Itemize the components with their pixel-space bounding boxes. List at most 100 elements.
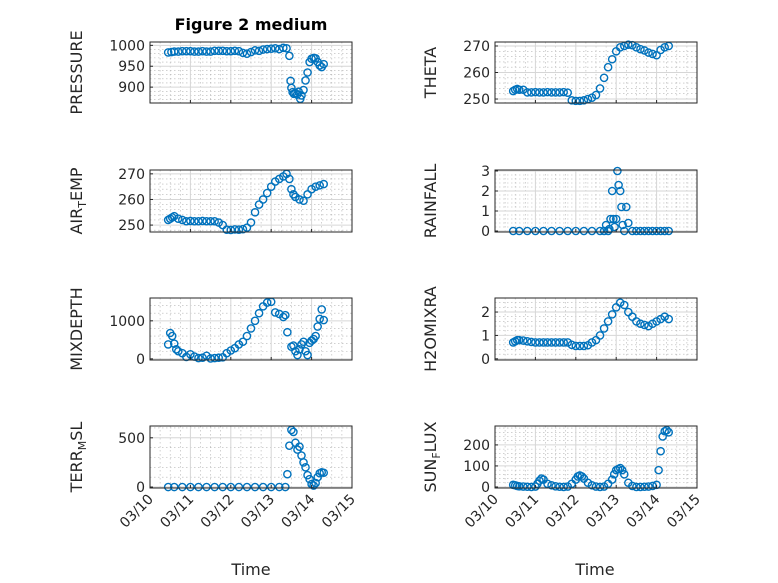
data-point <box>313 322 322 331</box>
data-point <box>628 226 637 236</box>
data-point <box>198 46 207 56</box>
data-point <box>579 226 589 236</box>
data-point <box>319 315 329 325</box>
data-point <box>295 442 304 451</box>
series-markers <box>508 166 674 236</box>
data-point <box>611 214 621 224</box>
data-point <box>640 320 649 330</box>
data-point <box>622 202 631 212</box>
data-point <box>301 76 310 85</box>
data-point <box>254 308 264 318</box>
data-point <box>303 190 312 199</box>
data-point <box>262 44 272 54</box>
x-tick-label: 03/14 <box>624 491 664 531</box>
data-point <box>163 48 173 57</box>
subplot-pressure: 900 950 1000 PRESSURE <box>67 30 353 115</box>
data-point <box>535 476 544 485</box>
data-point <box>595 482 605 492</box>
data-point <box>571 96 581 106</box>
data-point <box>555 226 564 236</box>
data-point <box>226 482 236 492</box>
data-point <box>615 186 625 196</box>
data-point <box>266 182 276 191</box>
data-point <box>539 338 548 347</box>
data-point <box>587 226 597 236</box>
x-axis-label-left: Time <box>230 560 270 579</box>
data-point <box>624 218 633 228</box>
y-axis-label-terr-msl: TERRMSL <box>67 422 89 494</box>
data-point <box>210 216 219 226</box>
data-point <box>660 226 669 236</box>
data-point <box>194 216 203 226</box>
data-point <box>535 88 544 97</box>
data-point <box>640 226 649 236</box>
data-point <box>547 226 556 236</box>
data-point <box>571 226 581 236</box>
data-point <box>315 61 324 70</box>
data-point <box>662 425 672 435</box>
axes-box <box>494 425 698 489</box>
subplot-theta: 250 260 270 THETA <box>421 39 698 108</box>
data-point <box>303 68 312 77</box>
data-point <box>514 85 524 95</box>
data-point <box>640 482 649 492</box>
data-point <box>262 188 272 198</box>
data-point <box>218 46 228 56</box>
data-point <box>644 226 653 236</box>
data-point <box>640 46 649 55</box>
series-markers <box>508 40 674 106</box>
data-point <box>636 44 645 54</box>
data-point <box>186 46 195 56</box>
y-tick-label: 2 <box>481 305 490 321</box>
x-axis-label-right: Time <box>574 560 614 579</box>
data-point <box>547 88 556 97</box>
data-point <box>514 226 524 236</box>
data-point <box>282 43 291 53</box>
series-markers <box>163 169 329 235</box>
y-axis-label-mixdepth: MIXDEPTH <box>67 287 86 370</box>
data-point <box>523 226 532 236</box>
data-point <box>555 482 564 492</box>
data-point <box>571 341 581 351</box>
data-point <box>238 48 248 58</box>
data-point <box>293 350 302 360</box>
data-point <box>654 465 663 475</box>
data-point <box>664 226 674 236</box>
y-tick-label: 3 <box>481 164 490 180</box>
data-point <box>214 353 223 363</box>
data-point <box>614 180 623 190</box>
x-tick-label: 03/12 <box>543 492 583 532</box>
data-point <box>615 463 625 473</box>
data-point <box>234 225 244 234</box>
data-point <box>644 48 653 57</box>
data-point <box>599 73 609 83</box>
axes-box <box>494 169 698 233</box>
data-point <box>599 324 609 333</box>
axes-box <box>494 297 698 361</box>
data-point <box>250 46 260 55</box>
y-tick-label: 0 <box>136 480 145 496</box>
y-axis-label-h2omixra: H2OMIXRA <box>421 286 440 372</box>
y-tick-label: 950 <box>118 59 145 75</box>
data-point <box>250 316 260 326</box>
series-markers <box>163 43 329 104</box>
data-point <box>632 226 641 236</box>
axes-box <box>149 169 353 233</box>
data-point <box>609 214 618 224</box>
data-point <box>190 216 199 226</box>
subplot-air-temp: 250 260 270 AIRTEMP <box>67 167 353 235</box>
data-point <box>190 47 199 56</box>
data-point <box>535 338 544 347</box>
axes-box <box>149 41 353 104</box>
data-point <box>547 338 556 347</box>
data-point <box>523 336 532 346</box>
data-point <box>617 202 626 212</box>
data-point <box>178 482 187 492</box>
data-point <box>178 46 187 56</box>
subplot-h2omixra: 0 1 2 H2OMIXRA <box>421 286 698 372</box>
data-point <box>563 226 573 236</box>
y-axis-label-rainfall: RAINFALL <box>421 164 440 239</box>
data-point <box>194 482 203 492</box>
y-tick-label: 250 <box>463 92 490 108</box>
